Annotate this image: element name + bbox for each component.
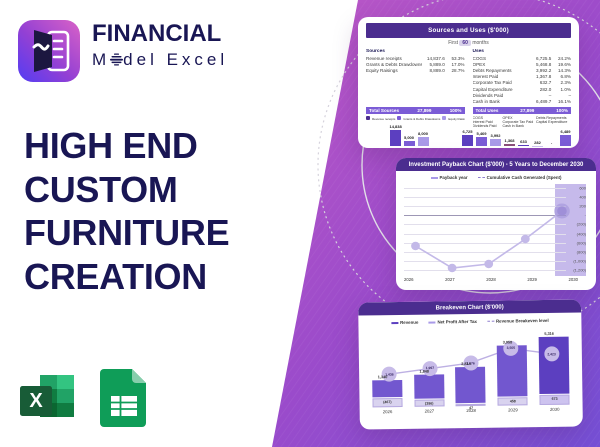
svg-text:X: X [29,390,43,412]
